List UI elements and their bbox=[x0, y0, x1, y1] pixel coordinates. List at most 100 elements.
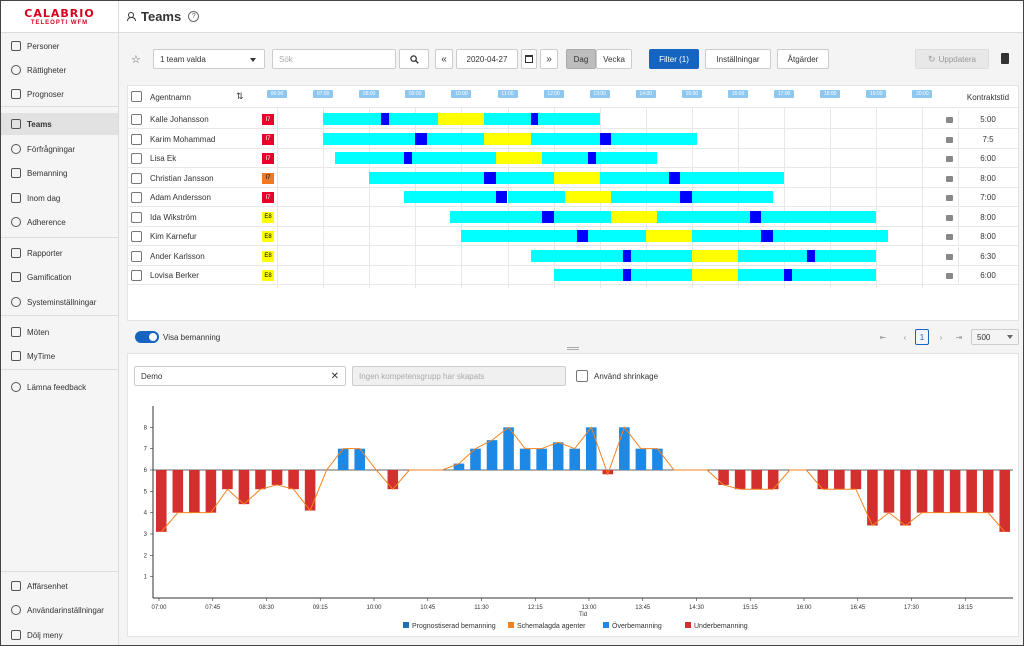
understaffing-bar[interactable] bbox=[751, 470, 762, 490]
shift-work-segment[interactable] bbox=[657, 210, 750, 223]
agent-checkbox[interactable] bbox=[131, 211, 142, 223]
understaffing-bar[interactable] bbox=[271, 470, 283, 485]
first-page-button[interactable]: ⇤ bbox=[879, 332, 887, 342]
understaffing-bar[interactable] bbox=[718, 470, 729, 485]
agent-row[interactable]: Kim Karnefur E8 8:00 bbox=[128, 227, 1018, 246]
shift-break-segment[interactable] bbox=[542, 210, 554, 223]
agent-row[interactable]: Ida Wikström E8 8:00 bbox=[128, 207, 1018, 227]
prev-day-button[interactable]: « bbox=[435, 49, 453, 69]
shift-lunch-segment[interactable] bbox=[611, 210, 658, 223]
sidebar-item-lämna-feedback[interactable]: Lämna feedback bbox=[1, 376, 118, 398]
shift-work-segment[interactable] bbox=[691, 230, 762, 242]
overstaffing-bar[interactable] bbox=[652, 448, 663, 470]
overstaffing-bar[interactable] bbox=[519, 448, 531, 470]
shift-break-segment[interactable] bbox=[761, 230, 773, 242]
legend-item[interactable]: Schemalagda agenter bbox=[517, 623, 586, 630]
shift-work-segment[interactable] bbox=[530, 132, 600, 145]
shift-work-segment[interactable] bbox=[542, 152, 589, 164]
understaffing-bar[interactable] bbox=[834, 470, 845, 490]
understaffing-bar[interactable] bbox=[288, 470, 299, 490]
understaffing-bar[interactable] bbox=[238, 470, 250, 505]
star-icon[interactable]: ☆ bbox=[131, 54, 141, 66]
sidebar-item-rapporter[interactable]: Rapporter bbox=[1, 242, 118, 264]
sidebar-item-användarinställningar[interactable]: Användarinställningar bbox=[1, 599, 118, 621]
understaffing-bar[interactable] bbox=[304, 470, 316, 511]
sidebar-item-prognoser[interactable]: Prognoser bbox=[1, 83, 118, 105]
understaffing-bar[interactable] bbox=[172, 470, 184, 513]
actions-button[interactable]: Åtgärder bbox=[777, 49, 829, 69]
shift-work-segment[interactable] bbox=[611, 132, 697, 145]
shift-lunch-segment[interactable] bbox=[691, 269, 738, 281]
agent-row[interactable]: Adam Andersson I7 7:00 bbox=[128, 188, 1018, 207]
message-icon[interactable] bbox=[946, 136, 953, 143]
shift-work-segment[interactable] bbox=[738, 249, 808, 262]
sidebar-item-inom-dag[interactable]: Inom dag bbox=[1, 187, 118, 209]
shrinkage-checkbox[interactable] bbox=[576, 370, 588, 382]
shift-work-segment[interactable] bbox=[588, 230, 646, 242]
shift-break-segment[interactable] bbox=[576, 230, 589, 242]
message-icon[interactable] bbox=[946, 117, 953, 123]
search-button[interactable] bbox=[399, 49, 429, 69]
message-icon[interactable] bbox=[946, 214, 953, 221]
shift-break-segment[interactable] bbox=[495, 191, 508, 203]
overstaffing-bar[interactable] bbox=[619, 427, 630, 470]
overstaffing-bar[interactable] bbox=[503, 427, 514, 470]
shift-break-segment[interactable] bbox=[530, 113, 539, 125]
shift-work-segment[interactable] bbox=[403, 191, 496, 203]
overstaffing-bar[interactable] bbox=[486, 440, 498, 470]
shift-lunch-segment[interactable] bbox=[565, 191, 612, 203]
sidebar-item-möten[interactable]: Möten bbox=[1, 321, 118, 343]
understaffing-bar[interactable] bbox=[767, 470, 779, 490]
shift-break-segment[interactable] bbox=[784, 269, 792, 281]
understaffing-bar[interactable] bbox=[734, 470, 746, 490]
search-input[interactable]: Sök bbox=[272, 49, 396, 69]
shift-lunch-segment[interactable] bbox=[553, 171, 600, 184]
overstaffing-bar[interactable] bbox=[552, 442, 564, 470]
agent-checkbox[interactable] bbox=[131, 192, 142, 203]
shift-lunch-segment[interactable] bbox=[438, 113, 485, 125]
message-icon[interactable] bbox=[946, 156, 953, 162]
agent-row[interactable]: Ander Karlsson E8 6:30 bbox=[128, 246, 1018, 266]
shift-work-segment[interactable] bbox=[596, 152, 658, 164]
understaffing-bar[interactable] bbox=[387, 470, 399, 490]
sidebar-item-förfrågningar[interactable]: Förfrågningar bbox=[1, 138, 118, 160]
agent-row[interactable]: Christian Jansson I7 8:00 bbox=[128, 168, 1018, 188]
agent-checkbox[interactable] bbox=[131, 172, 142, 184]
prev-page-button[interactable]: ‹ bbox=[903, 332, 907, 342]
agent-row[interactable]: Lisa Ek I7 6:00 bbox=[128, 149, 1018, 168]
shift-lunch-segment[interactable] bbox=[645, 230, 692, 242]
agent-checkbox[interactable] bbox=[131, 250, 142, 262]
understaffing-bar[interactable] bbox=[155, 470, 167, 532]
understaffing-bar[interactable] bbox=[189, 470, 200, 513]
message-icon[interactable] bbox=[946, 273, 953, 279]
help-icon[interactable]: ? bbox=[188, 11, 200, 22]
sidebar-item-systeminställningar[interactable]: Systeminställningar bbox=[1, 291, 118, 313]
overstaffing-bar[interactable] bbox=[569, 448, 581, 470]
shift-break-segment[interactable] bbox=[588, 152, 596, 164]
message-icon[interactable] bbox=[946, 195, 953, 201]
agent-checkbox[interactable] bbox=[131, 133, 142, 145]
shift-break-segment[interactable] bbox=[415, 132, 427, 145]
day-view-button[interactable]: Dag bbox=[566, 49, 596, 69]
shift-lunch-segment[interactable] bbox=[495, 152, 543, 164]
shift-work-segment[interactable] bbox=[323, 132, 416, 145]
understaffing-bar[interactable] bbox=[916, 470, 928, 513]
understaffing-bar[interactable] bbox=[602, 470, 614, 475]
show-staffing-toggle[interactable] bbox=[135, 331, 159, 343]
shift-work-segment[interactable] bbox=[791, 269, 877, 281]
overstaffing-bar[interactable] bbox=[453, 463, 465, 470]
date-input[interactable]: 2020-04-27 bbox=[456, 49, 518, 69]
message-icon[interactable] bbox=[946, 175, 953, 182]
shift-lunch-segment[interactable] bbox=[484, 132, 531, 145]
agent-checkbox[interactable] bbox=[131, 114, 142, 125]
shift-work-segment[interactable] bbox=[323, 113, 381, 125]
team-select[interactable]: 1 team valda bbox=[153, 49, 265, 69]
understaffing-bar[interactable] bbox=[850, 470, 862, 490]
sidebar-item-bemanning[interactable]: Bemanning bbox=[1, 162, 118, 184]
shift-work-segment[interactable] bbox=[761, 210, 877, 223]
last-page-button[interactable]: ⇥ bbox=[955, 332, 963, 342]
understaffing-bar[interactable] bbox=[933, 470, 944, 513]
week-view-button[interactable]: Vecka bbox=[596, 49, 632, 69]
understaffing-bar[interactable] bbox=[966, 470, 977, 513]
understaffing-bar[interactable] bbox=[867, 470, 878, 526]
